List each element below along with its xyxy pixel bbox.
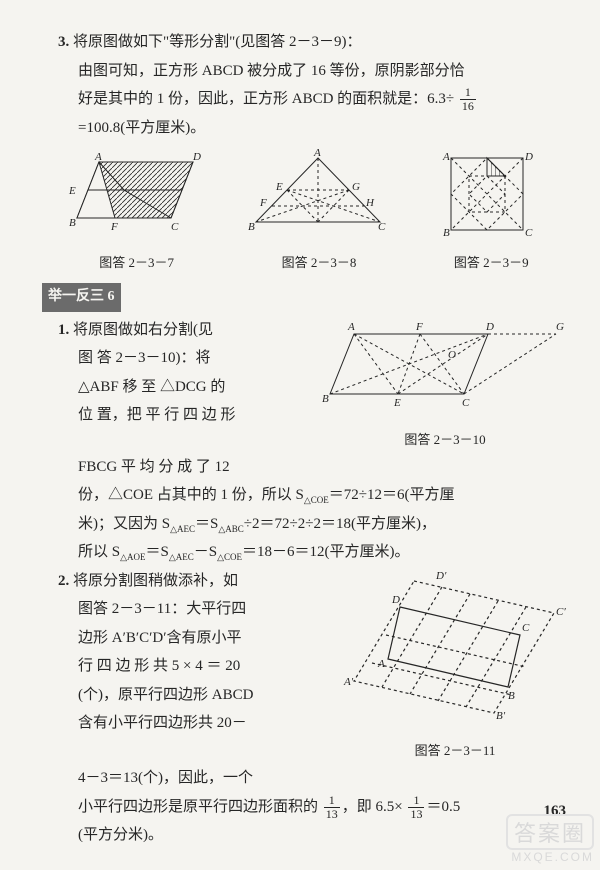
svg-text:D′: D′ (435, 570, 447, 582)
svg-text:A: A (347, 321, 355, 333)
q3-t3a: 好是其中的 1 份，因此，正方形 ABCD 的面积就是：6.3÷ (78, 91, 454, 107)
svg-text:D: D (391, 594, 400, 606)
svg-text:B: B (508, 690, 515, 702)
p2-g: 4－3＝13(个)，因此，一个 (48, 764, 570, 793)
fig-2-3-7: A D E B F C 图答 2－3－7 (67, 148, 207, 275)
p1-d: 位 置，把 平 行 四 边 形 (48, 401, 310, 430)
fig7-cap: 图答 2－3－7 (67, 251, 207, 276)
svg-text:C: C (525, 227, 533, 238)
p1-num: 1. (58, 322, 69, 338)
svg-text:C: C (522, 622, 530, 634)
fig9-cap: 图答 2－3－9 (431, 251, 551, 276)
svg-text:C′: C′ (556, 606, 566, 618)
svg-text:G: G (556, 321, 564, 333)
svg-text:E: E (393, 397, 401, 409)
p2-c: 边形 A′B′C′D′含有原小平 (48, 624, 330, 653)
fig11-svg: D′ D C C′ A′ A B B′ (340, 567, 570, 727)
frac-1-13b: 1 13 (408, 794, 424, 820)
fig-2-3-10: A F D G B E C O 图答 2－3－10 (320, 316, 570, 453)
svg-text:E: E (68, 185, 76, 197)
page-content: 3. 将原图做如下"等形分割"(见图答 2－3－9)： 由图可知，正方形 ABC… (0, 0, 600, 860)
fig7-svg: A D E B F C (67, 148, 207, 238)
svg-text:B: B (443, 227, 450, 238)
p2-i: (平方分米)。 (48, 821, 570, 850)
q3-line2: 由图可知，正方形 ABCD 被分成了 16 等份，原阴影部分恰 (48, 57, 570, 86)
svg-text:A′: A′ (343, 676, 354, 688)
svg-text:O: O (448, 349, 456, 361)
svg-text:A: A (377, 658, 385, 670)
fig11-cap: 图答 2－3－11 (340, 739, 570, 764)
p2-num: 2. (58, 573, 69, 589)
p1-b: 图 答 2－3－10)：将 (48, 344, 310, 373)
p1-h: 所以 S△AOE＝S△AEC－S△COE＝18－6＝12(平方厘米)。 (48, 538, 570, 567)
section-header: 举一反三 6 (42, 283, 121, 312)
fig10-svg: A F D G B E C O (320, 316, 570, 416)
page-number: 163 (544, 803, 567, 820)
fig8-cap: 图答 2－3－8 (244, 251, 394, 276)
fig-2-3-8: A E G F H B C 图答 2－3－8 (244, 148, 394, 275)
svg-text:G: G (352, 181, 360, 193)
frac-1-16: 1 16 (460, 86, 476, 112)
svg-text:A: A (313, 148, 321, 159)
p2-a: 2. 将原分割图稍做添补，如 (48, 567, 330, 596)
svg-text:A: A (442, 151, 450, 163)
svg-text:H: H (365, 197, 375, 209)
fig8-svg: A E G F H B C (244, 148, 394, 238)
p1-e: FBCG 平 均 分 成 了 12 (48, 453, 570, 482)
p1-f: 份，△COE 占其中的 1 份，所以 S△COE＝72÷12＝6(平方厘 (48, 481, 570, 510)
p1-block: 1. 将原图做如右分割(见 图 答 2－3－10)：将 △ABF 移 至 △DC… (48, 316, 570, 453)
svg-text:D: D (524, 151, 533, 163)
svg-text:D: D (485, 321, 494, 333)
svg-text:A: A (94, 151, 102, 163)
svg-text:D: D (192, 151, 201, 163)
q3-t1: 将原图做如下"等形分割"(见图答 2－3－9)： (73, 34, 362, 50)
svg-text:F: F (415, 321, 423, 333)
svg-text:B′: B′ (496, 710, 506, 722)
fig-2-3-11: D′ D C C′ A′ A B B′ 图答 2－3－11 (340, 567, 570, 764)
p1-g: 米)；又因为 S△AEC＝S△ABC÷2＝72÷2÷2＝18(平方厘米)， (48, 510, 570, 539)
svg-text:B: B (322, 393, 329, 405)
p2-h: 小平行四边形是原平行四边形面积的 1 13 ，即 6.5× 1 13 ＝0.5 (48, 793, 570, 822)
p2-d: 行 四 边 形 共 5 × 4 ＝ 20 (48, 652, 330, 681)
svg-text:E: E (275, 181, 283, 193)
fig9-svg: A D B C (431, 148, 551, 238)
p2-e: (个)，原平行四边形 ABCD (48, 681, 330, 710)
figure-row-1: A D E B F C 图答 2－3－7 (48, 148, 570, 275)
q3-line4: =100.8(平方厘米)。 (48, 114, 570, 143)
p2-f: 含有小平行四边形共 20－ (48, 709, 330, 738)
svg-text:C: C (171, 221, 179, 233)
svg-text:F: F (259, 197, 267, 209)
fig-2-3-9: A D B C 图答 2－3－9 (431, 148, 551, 275)
svg-text:C: C (378, 221, 386, 233)
p2-b: 图答 2－3－11：大平行四 (48, 595, 330, 624)
p2-block: 2. 将原分割图稍做添补，如 图答 2－3－11：大平行四 边形 A′B′C′D… (48, 567, 570, 764)
svg-text:B: B (248, 221, 255, 233)
q3-line3: 好是其中的 1 份，因此，正方形 ABCD 的面积就是：6.3÷ 1 16 (48, 85, 570, 114)
fig10-cap: 图答 2－3－10 (320, 428, 570, 453)
frac-1-13a: 1 13 (324, 794, 340, 820)
p1-c: △ABF 移 至 △DCG 的 (48, 373, 310, 402)
svg-text:F: F (110, 221, 118, 233)
q3-num: 3. (58, 34, 69, 50)
p1-a: 1. 将原图做如右分割(见 (48, 316, 310, 345)
svg-text:B: B (69, 217, 76, 229)
svg-text:C: C (462, 397, 470, 409)
q3-line1: 3. 将原图做如下"等形分割"(见图答 2－3－9)： (48, 28, 570, 57)
